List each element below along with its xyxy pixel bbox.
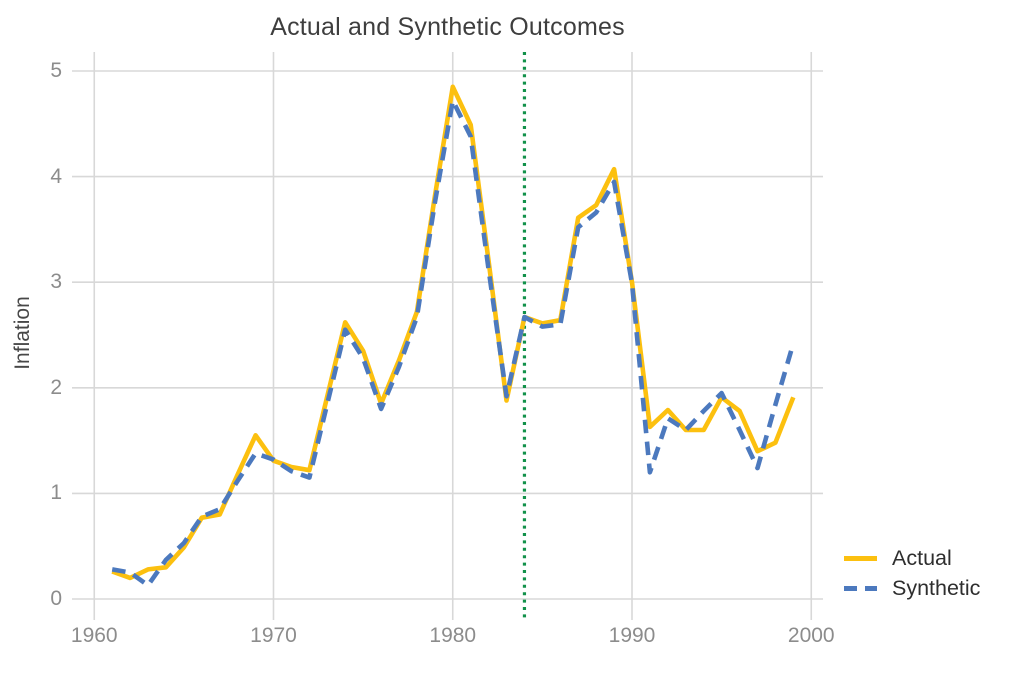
legend-item-synthetic: Synthetic <box>844 573 980 603</box>
y-tick-label: 5 <box>50 59 62 82</box>
legend: Actual Synthetic <box>844 543 980 603</box>
x-tick-label: 1970 <box>250 624 297 647</box>
synthetic-line <box>111 98 796 588</box>
x-tick-label: 2000 <box>787 624 835 647</box>
y-tick-label: 4 <box>50 164 62 188</box>
x-tick-label: 1980 <box>429 624 477 647</box>
y-tick-label: 0 <box>50 587 62 610</box>
actual-line-swatch <box>844 555 877 561</box>
chart-title: Actual and Synthetic Outcomes <box>270 13 625 41</box>
legend-item-actual: Actual <box>844 543 980 573</box>
y-tick-label: 3 <box>50 270 62 294</box>
y-tick-label: 1 <box>50 481 62 505</box>
x-tick-label: 1960 <box>70 624 118 647</box>
legend-label-actual: Actual <box>892 545 952 570</box>
x-tick-label: 1990 <box>608 624 656 647</box>
legend-label-synthetic: Synthetic <box>892 575 981 600</box>
y-axis-title: Inflation <box>11 296 34 370</box>
y-tick-label: 2 <box>50 375 62 399</box>
synthetic-line-swatch <box>844 585 877 591</box>
